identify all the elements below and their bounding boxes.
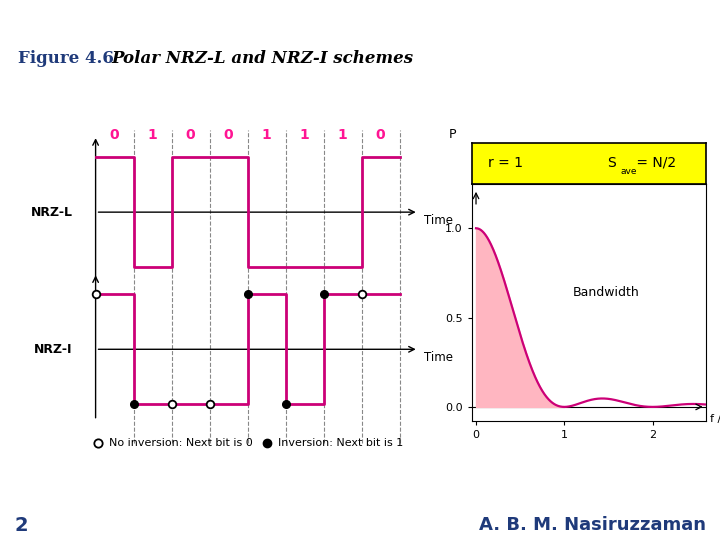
Text: 2: 2 [14, 516, 28, 535]
Text: 0: 0 [186, 129, 195, 143]
Text: S: S [608, 156, 616, 170]
Text: 1: 1 [338, 129, 348, 143]
Text: NRZ-I: NRZ-I [35, 343, 73, 356]
Text: 1: 1 [300, 129, 310, 143]
Text: A. B. M. Nasiruzzaman: A. B. M. Nasiruzzaman [479, 516, 706, 534]
Text: 0: 0 [376, 129, 385, 143]
Text: Figure 4.6: Figure 4.6 [18, 50, 114, 67]
Text: 0: 0 [109, 129, 120, 143]
Text: 0: 0 [224, 129, 233, 143]
Text: P: P [449, 128, 456, 141]
Text: = N/2: = N/2 [632, 156, 676, 170]
Text: r = 1: r = 1 [488, 157, 523, 170]
Text: Inversion: Next bit is 1: Inversion: Next bit is 1 [278, 437, 403, 448]
Text: Polar NRZ-L and NRZ-I schemes: Polar NRZ-L and NRZ-I schemes [112, 50, 414, 67]
Text: f /N: f /N [710, 414, 720, 424]
Text: ave: ave [620, 167, 636, 176]
Text: Time: Time [424, 214, 454, 227]
Text: Time: Time [424, 351, 454, 364]
Text: NRZ-L: NRZ-L [31, 206, 73, 219]
Text: 1: 1 [262, 129, 271, 143]
Text: No inversion: Next bit is 0: No inversion: Next bit is 0 [109, 437, 253, 448]
Text: Bandwidth: Bandwidth [573, 286, 640, 299]
Text: 1: 1 [148, 129, 158, 143]
